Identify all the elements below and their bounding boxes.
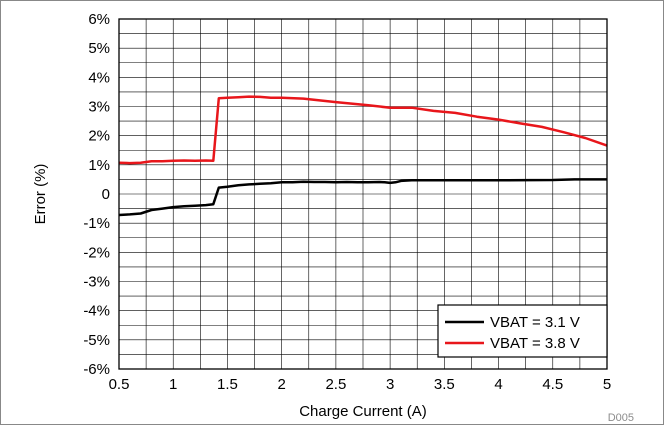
- y-tick-label: 1%: [88, 157, 110, 174]
- x-tick-label: 2.5: [325, 376, 346, 393]
- y-axis-label: Error (%): [32, 164, 49, 225]
- series-line-1: [118, 95, 608, 165]
- x-tick-label: 4.5: [542, 376, 563, 393]
- x-tick-label: 0.5: [109, 376, 130, 393]
- y-tick-label: 4%: [88, 69, 110, 86]
- y-tick-label: 6%: [88, 11, 110, 28]
- y-tick-label: -2%: [83, 244, 110, 261]
- y-tick-label: 2%: [88, 128, 110, 145]
- x-tick-label: 5: [603, 376, 611, 393]
- x-tick-label: 1.5: [217, 376, 238, 393]
- y-axis-ticks: 6% 5% 4% 3% 2% 1% 0 -1% -2% -3% -4% -5% -6%: [83, 11, 110, 378]
- data-series: [118, 95, 608, 217]
- y-tick-label: -3%: [83, 274, 110, 291]
- x-tick-label: 3: [386, 376, 394, 393]
- y-tick-label: 3%: [88, 99, 110, 116]
- y-tick-label: -1%: [83, 215, 110, 232]
- x-tick-label: 4: [494, 376, 502, 393]
- y-tick-label: -4%: [83, 303, 110, 320]
- legend-label-vbat-3-1: VBAT = 3.1 V: [490, 314, 580, 331]
- x-tick-label: 1: [169, 376, 177, 393]
- y-tick-label: 5%: [88, 40, 110, 57]
- y-tick-label: -5%: [83, 332, 110, 349]
- x-tick-label: 3.5: [434, 376, 455, 393]
- series-line-0: [118, 178, 607, 217]
- legend-label-vbat-3-8: VBAT = 3.8 V: [490, 335, 580, 352]
- x-tick-label: 2: [277, 376, 285, 393]
- x-axis-ticks: 0.5 1 1.5 2 2.5 3 3.5 4 4.5 5: [109, 376, 612, 393]
- figure-id: D005: [608, 412, 634, 424]
- y-tick-label: 0: [102, 186, 110, 203]
- plot-border: [118, 18, 608, 370]
- y-tick-label: -6%: [83, 361, 110, 378]
- legend: VBAT = 3.1 V VBAT = 3.8 V: [437, 304, 608, 358]
- legend-box: [437, 304, 608, 358]
- x-axis-label: Charge Current (A): [299, 403, 427, 420]
